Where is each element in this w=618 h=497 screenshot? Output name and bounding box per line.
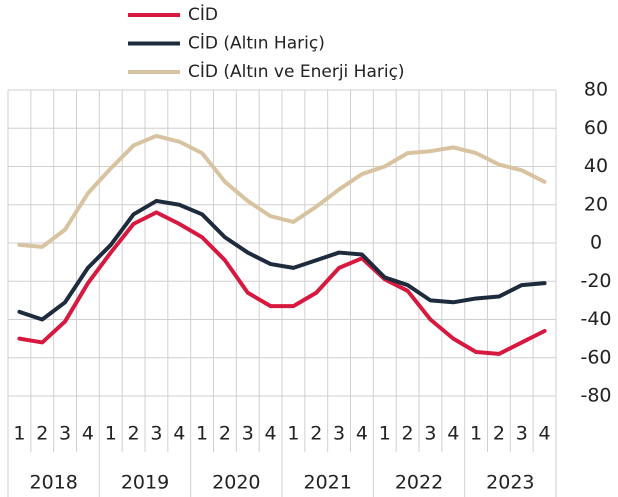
x-tick-label: 4 bbox=[356, 423, 368, 445]
x-group-label: 2022 bbox=[395, 472, 443, 494]
x-group-label: 2020 bbox=[212, 472, 260, 494]
x-tick-label: 4 bbox=[82, 423, 94, 445]
x-tick-label: 1 bbox=[196, 423, 208, 445]
x-tick-label: 3 bbox=[424, 423, 436, 445]
x-tick-label: 2 bbox=[219, 423, 231, 445]
y-tick-label: 60 bbox=[584, 117, 608, 139]
x-tick-label: 2 bbox=[128, 423, 140, 445]
x-tick-label: 1 bbox=[105, 423, 117, 445]
y-tick-label: 20 bbox=[584, 193, 608, 215]
x-group-label: 2023 bbox=[486, 472, 534, 494]
x-tick-label: 4 bbox=[539, 423, 551, 445]
legend-label: CİD (Altın Hariç) bbox=[188, 33, 325, 54]
x-tick-label: 4 bbox=[447, 423, 459, 445]
legend: CİD CİD (Altın Hariç) CİD (Altın ve Enerji… bbox=[128, 4, 405, 82]
y-tick-label: -60 bbox=[580, 346, 611, 368]
x-tick-label: 4 bbox=[265, 423, 277, 445]
x-tick-label: 3 bbox=[516, 423, 528, 445]
series-line bbox=[17, 198, 547, 322]
x-tick-label: 1 bbox=[379, 423, 391, 445]
x-tick-label: 2 bbox=[310, 423, 322, 445]
y-tick-label: 40 bbox=[584, 155, 608, 177]
x-tick-label: 2 bbox=[402, 423, 414, 445]
x-tick-label: 3 bbox=[59, 423, 71, 445]
legend-label: CİD bbox=[188, 4, 218, 25]
x-tick-label: 1 bbox=[13, 423, 25, 445]
x-tick-label: 3 bbox=[150, 423, 162, 445]
y-tick-label: -40 bbox=[580, 308, 611, 330]
y-tick-label: 0 bbox=[590, 232, 602, 254]
x-tick-label: 2 bbox=[493, 423, 505, 445]
x-tick-label: 3 bbox=[333, 423, 345, 445]
x-tick-label: 1 bbox=[287, 423, 299, 445]
x-group-label: 2018 bbox=[29, 472, 77, 494]
x-group-label: 2021 bbox=[303, 472, 351, 494]
x-group-label: 2019 bbox=[121, 472, 169, 494]
series-line bbox=[17, 133, 547, 249]
y-tick-label: -80 bbox=[580, 385, 611, 407]
series-line bbox=[17, 210, 547, 356]
x-tick-label: 1 bbox=[470, 423, 482, 445]
y-tick-label: -20 bbox=[580, 270, 611, 292]
y-tick-label: 80 bbox=[584, 79, 608, 101]
x-tick-label: 4 bbox=[173, 423, 185, 445]
x-tick-label: 3 bbox=[242, 423, 254, 445]
x-tick-label: 2 bbox=[36, 423, 48, 445]
legend-label: CİD (Altın ve Enerji Hariç) bbox=[188, 61, 405, 82]
